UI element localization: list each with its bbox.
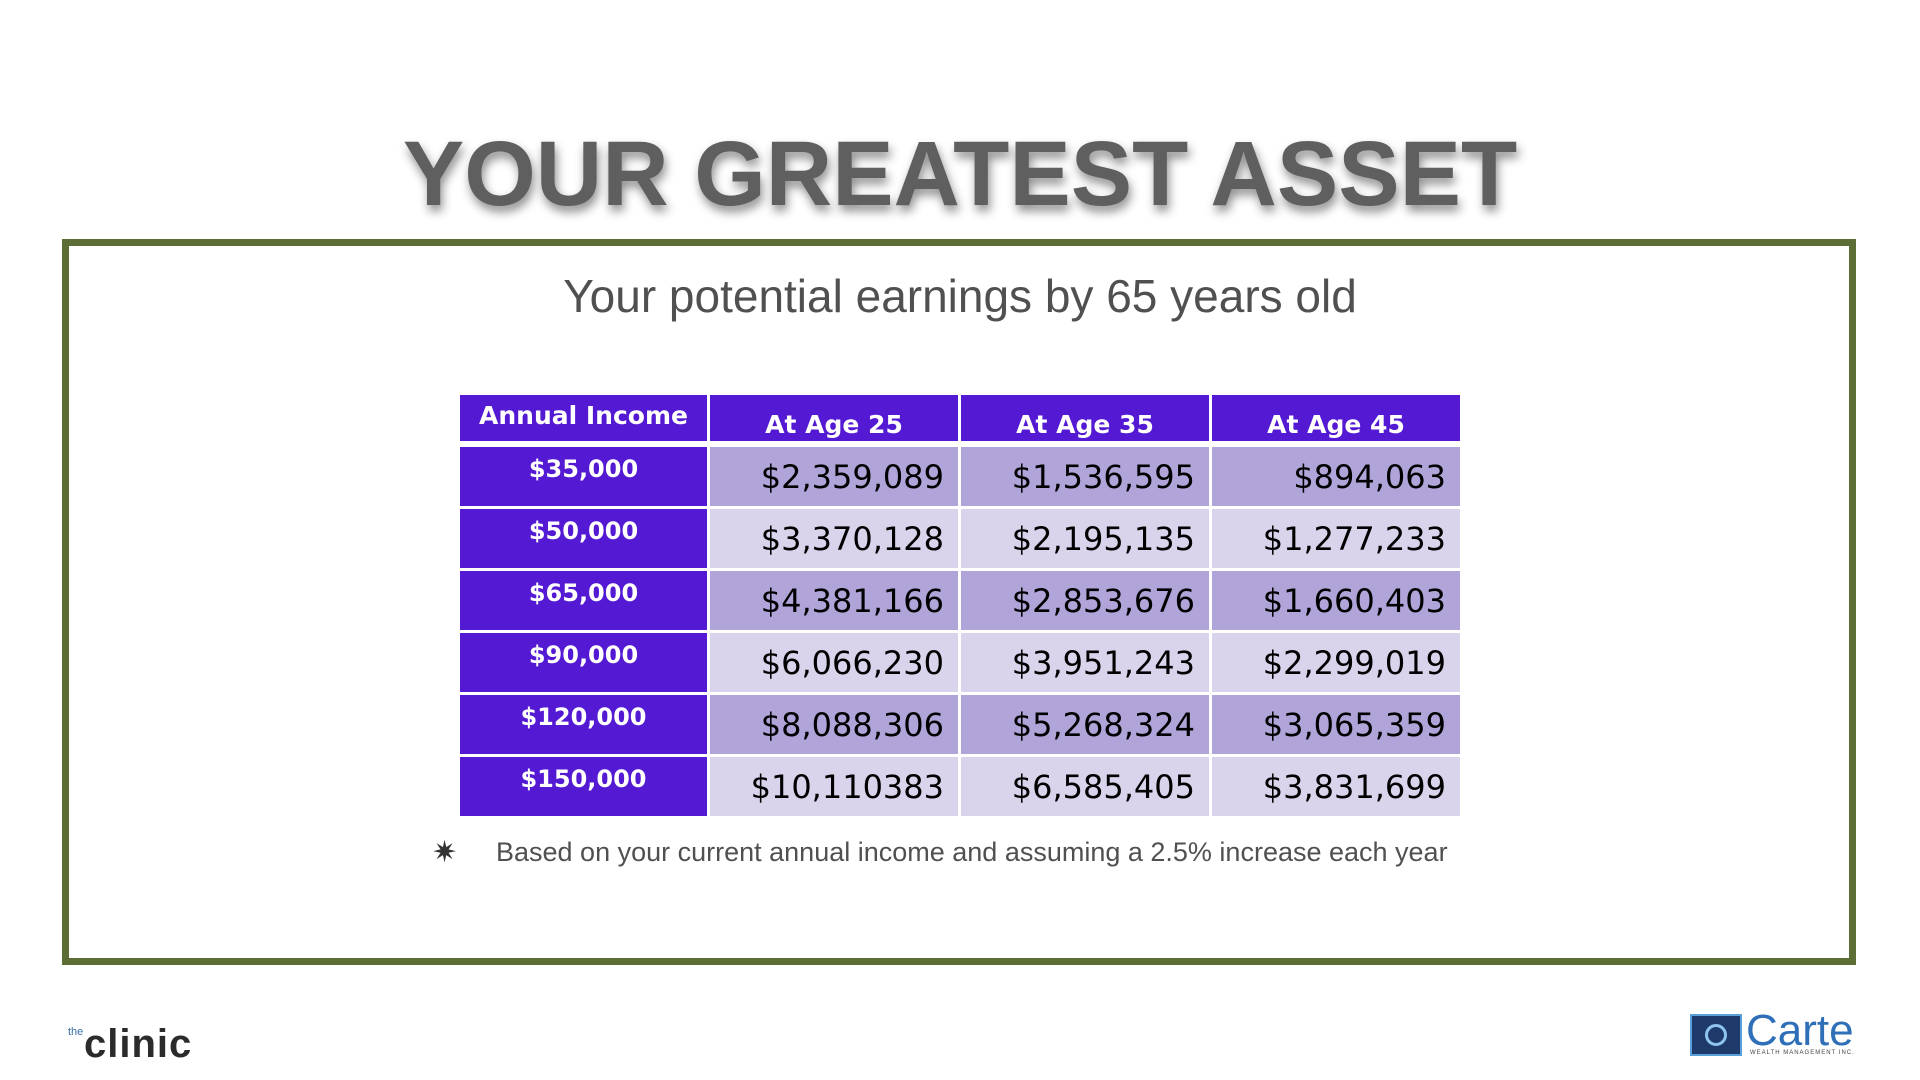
table-row: $65,000 $4,381,166 $2,853,676 $1,660,403 [460,571,1460,633]
slide-subtitle: Your potential earnings by 65 years old [563,270,1357,322]
age-35-cell: $6,585,405 [961,757,1209,819]
income-cell: $35,000 [460,447,707,509]
star-burst-icon: ✷ [432,835,458,869]
age-35-cell: $2,853,676 [961,571,1209,633]
age-25-cell: $8,088,306 [710,695,958,757]
age-45-cell: $3,065,359 [1212,695,1460,757]
income-cell: $90,000 [460,633,707,695]
table-row: $120,000 $8,088,306 $5,268,324 $3,065,35… [460,695,1460,757]
income-cell: $65,000 [460,571,707,633]
table-header-row: Annual Income At Age 25 At Age 35 At Age… [460,395,1460,447]
age-45-cell: $1,660,403 [1212,571,1460,633]
carte-logo-name: Carte [1746,1006,1854,1055]
footnote: ✷ Based on your current annual income an… [432,834,1448,870]
age-45-cell: $894,063 [1212,447,1460,509]
age-45-cell: $2,299,019 [1212,633,1460,695]
income-cell: $120,000 [460,695,707,757]
age-35-cell: $5,268,324 [961,695,1209,757]
age-35-cell: $2,195,135 [961,509,1209,571]
slide-title: YOUR GREATEST ASSET [402,123,1518,225]
header-annual-income: Annual Income [460,395,707,447]
age-45-cell: $3,831,699 [1212,757,1460,819]
footnote-text: Based on your current annual income and … [496,836,1448,867]
age-45-cell: $1,277,233 [1212,509,1460,571]
carte-logo-mark-icon [1690,1014,1742,1056]
header-age-45: At Age 45 [1212,395,1460,447]
age-25-cell: $10,110383 [710,757,958,819]
age-35-cell: $3,951,243 [961,633,1209,695]
header-age-35: At Age 35 [961,395,1209,447]
table-row: $35,000 $2,359,089 $1,536,595 $894,063 [460,447,1460,509]
clinic-logo-name: clinic [84,1022,193,1066]
carte-logo-tagline: WEALTH MANAGEMENT INC. [1750,1050,1855,1056]
clinic-logo-prefix: the [68,1026,84,1038]
age-25-cell: $2,359,089 [710,447,958,509]
income-cell: $50,000 [460,509,707,571]
table-row: $150,000 $10,110383 $6,585,405 $3,831,69… [460,757,1460,819]
header-age-25: At Age 25 [710,395,958,447]
table-row: $90,000 $6,066,230 $3,951,243 $2,299,019 [460,633,1460,695]
table-row: $50,000 $3,370,128 $2,195,135 $1,277,233 [460,509,1460,571]
carte-logo: Carte WEALTH MANAGEMENT INC. [1690,1006,1872,1062]
income-cell: $150,000 [460,757,707,819]
earnings-table: Annual Income At Age 25 At Age 35 At Age… [457,395,1463,819]
age-25-cell: $4,381,166 [710,571,958,633]
age-25-cell: $3,370,128 [710,509,958,571]
content-frame [62,239,1856,965]
age-25-cell: $6,066,230 [710,633,958,695]
age-35-cell: $1,536,595 [961,447,1209,509]
